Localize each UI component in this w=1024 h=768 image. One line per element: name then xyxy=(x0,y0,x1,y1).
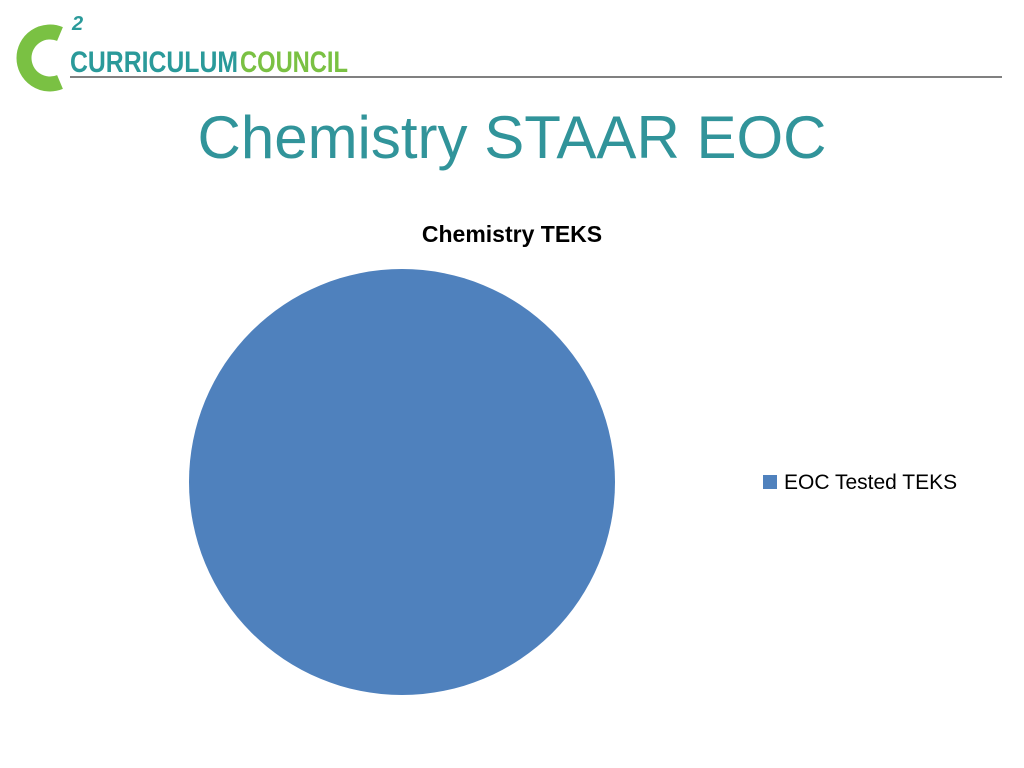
slide-title: Chemistry STAAR EOC xyxy=(198,104,827,171)
pie-slice xyxy=(189,269,615,695)
legend-label: EOC Tested TEKS xyxy=(784,471,957,494)
logo-superscript: 2 xyxy=(71,13,83,35)
legend-swatch xyxy=(763,475,777,489)
chart-title: Chemistry TEKS xyxy=(422,221,602,247)
logo-c xyxy=(16,24,63,92)
logo-word: COUNCIL xyxy=(240,46,348,79)
logo-word: CURRICULUM xyxy=(70,46,238,79)
